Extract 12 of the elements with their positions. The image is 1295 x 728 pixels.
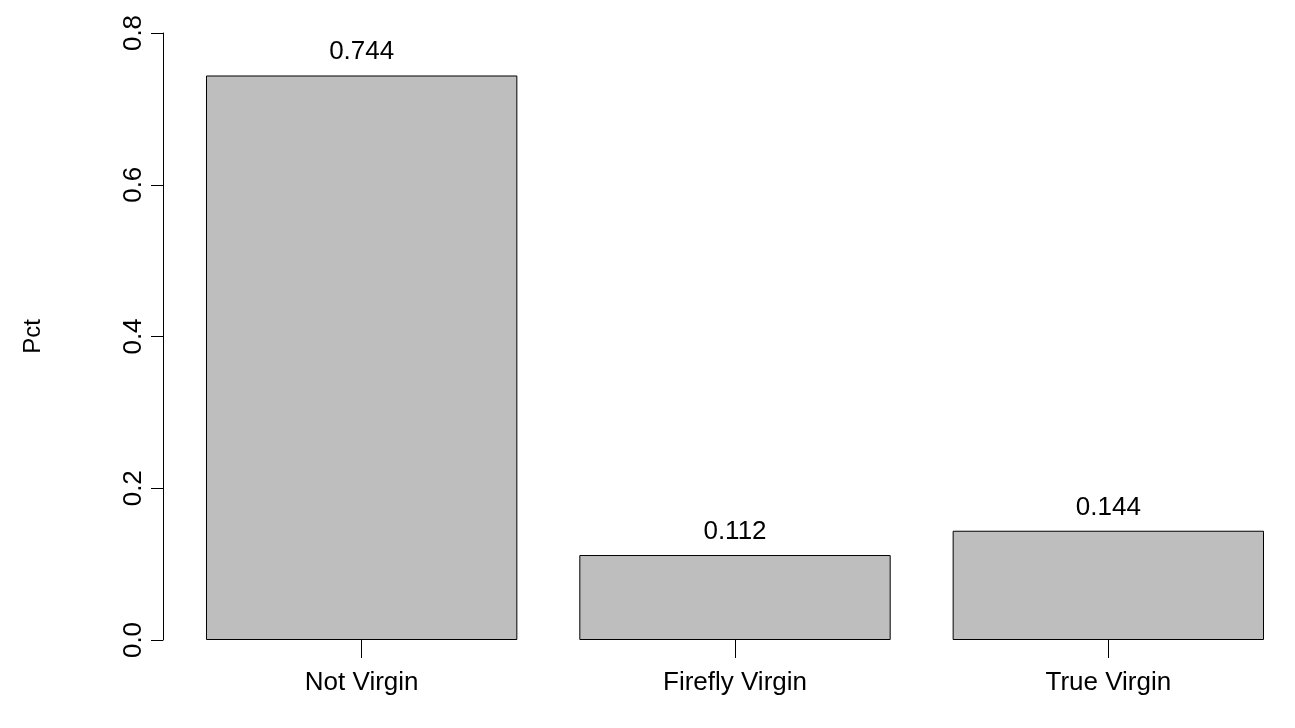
x-tick-label: Firefly Virgin: [662, 666, 808, 696]
y-axis-title: Pct: [17, 318, 45, 354]
x-tick-label: Not Virgin: [304, 666, 419, 696]
y-tick-label: 0.2: [117, 470, 147, 507]
y-tick-label: 0.8: [117, 14, 147, 52]
y-tick-label: 0.6: [117, 166, 147, 203]
x-tick-label: True Virgin: [1045, 666, 1172, 696]
data-label: 0.144: [1075, 490, 1141, 521]
data-label: 0.744: [329, 35, 395, 66]
data-label: 0.112: [703, 515, 767, 546]
y-tick-label: 0.0: [117, 621, 147, 659]
y-tick-label: 0.4: [117, 318, 147, 355]
